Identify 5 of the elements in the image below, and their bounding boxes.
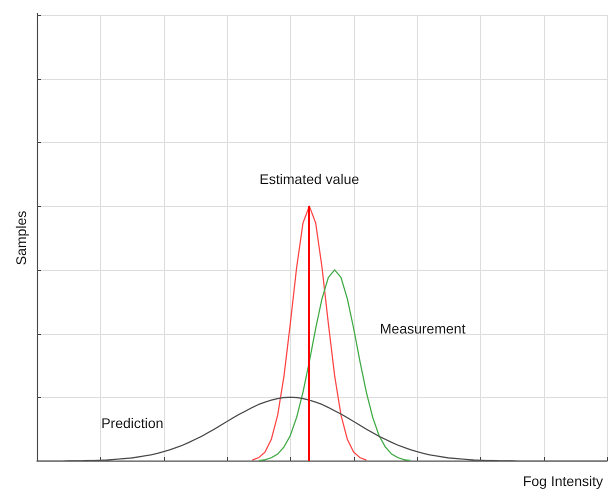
series-label: Estimated value xyxy=(260,171,360,187)
series-label: Prediction xyxy=(101,415,164,432)
y-axis-title: Samples xyxy=(12,210,29,266)
x-axis-title: Fog Intensity xyxy=(522,472,603,489)
series-label: Measurement xyxy=(380,320,466,337)
